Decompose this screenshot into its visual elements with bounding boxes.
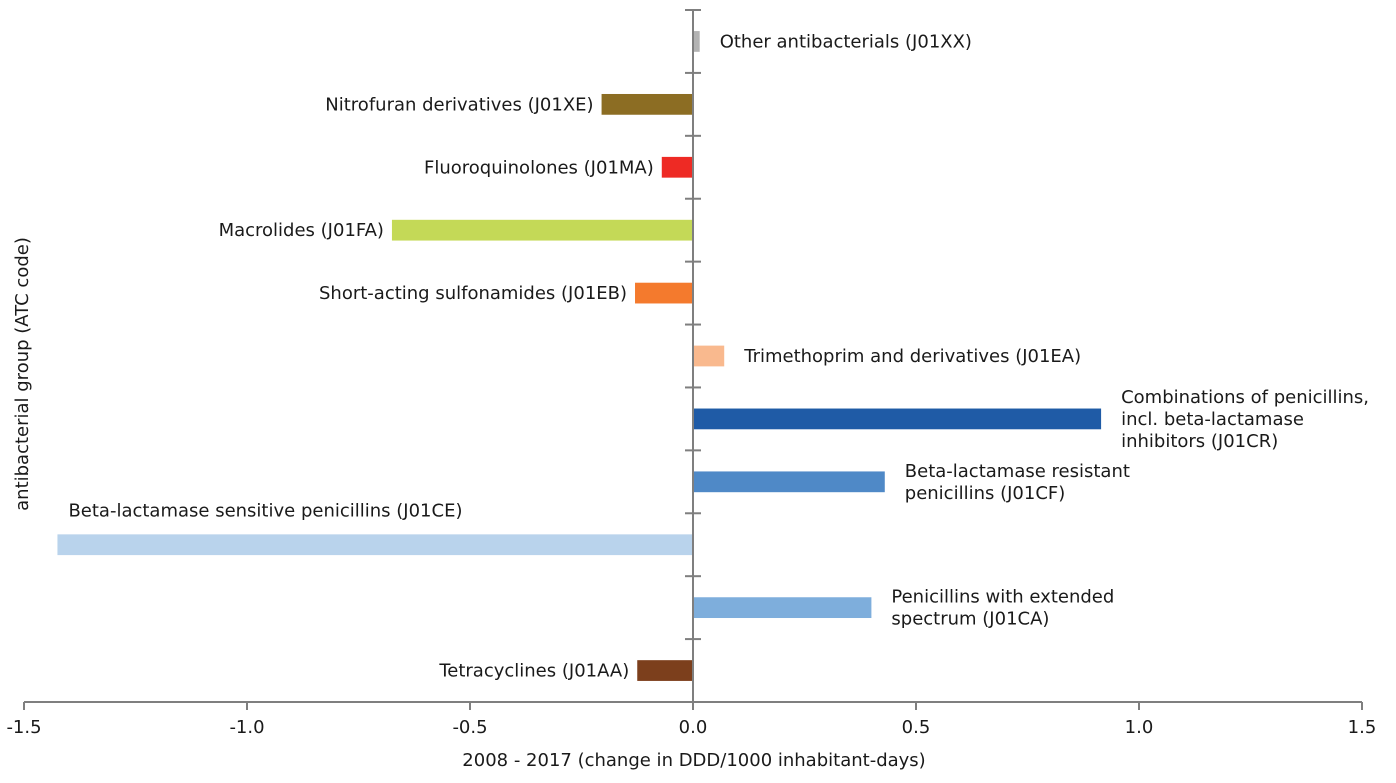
x-tick-label: 1.0: [1125, 717, 1154, 738]
bar-label: Beta-lactamase sensitive penicillins (J0…: [68, 501, 462, 522]
bar-label: Macrolides (J01FA): [219, 220, 384, 241]
bar-label: Nitrofuran derivatives (J01XE): [325, 94, 593, 115]
bar-label: Beta-lactamase resistant penicillins (J01…: [905, 461, 1130, 504]
x-tick-label: 1.5: [1348, 717, 1377, 738]
bar-label: Fluoroquinolones (J01MA): [424, 157, 654, 178]
axes-layer: [23, 9, 1363, 710]
bar-label: Penicillins with extended spectrum (J01CA…: [891, 587, 1114, 630]
x-tick-label: -1.0: [229, 717, 264, 738]
x-tick-label: -0.5: [452, 717, 487, 738]
bar: [601, 93, 693, 115]
bar: [637, 660, 693, 681]
bar-label: Other antibacterials (J01XX): [720, 31, 972, 52]
bar: [391, 219, 693, 241]
labels-layer: -1.5 -1.0 -0.5 0.0 0.5 1.0 1.5 Other antibacter…: [6, 31, 1376, 738]
x-axis-title: 2008 - 2017 (change in DDD/1000 inhabita…: [462, 750, 925, 771]
bar-label: Tetracyclines (J01AA): [438, 661, 629, 682]
bar-label: Combinations of penicillins, incl. beta-l…: [1121, 387, 1369, 452]
bar-label: Trimethoprim and derivatives (J01EA): [743, 346, 1081, 367]
bars-layer: [57, 31, 1102, 681]
y-axis-title: antibacterial group (ATC code): [12, 237, 33, 511]
bar: [693, 31, 700, 52]
x-tick-label: -1.5: [6, 717, 41, 738]
bar: [57, 534, 693, 556]
bar: [693, 597, 872, 619]
bar: [693, 471, 885, 493]
x-tick-label: 0.0: [679, 717, 708, 738]
bar: [635, 282, 693, 304]
x-tick-label: 0.5: [902, 717, 931, 738]
bar: [693, 345, 725, 367]
bar-label: Short-acting sulfonamides (J01EB): [319, 283, 627, 304]
bar: [693, 408, 1102, 430]
bar: [661, 156, 693, 178]
